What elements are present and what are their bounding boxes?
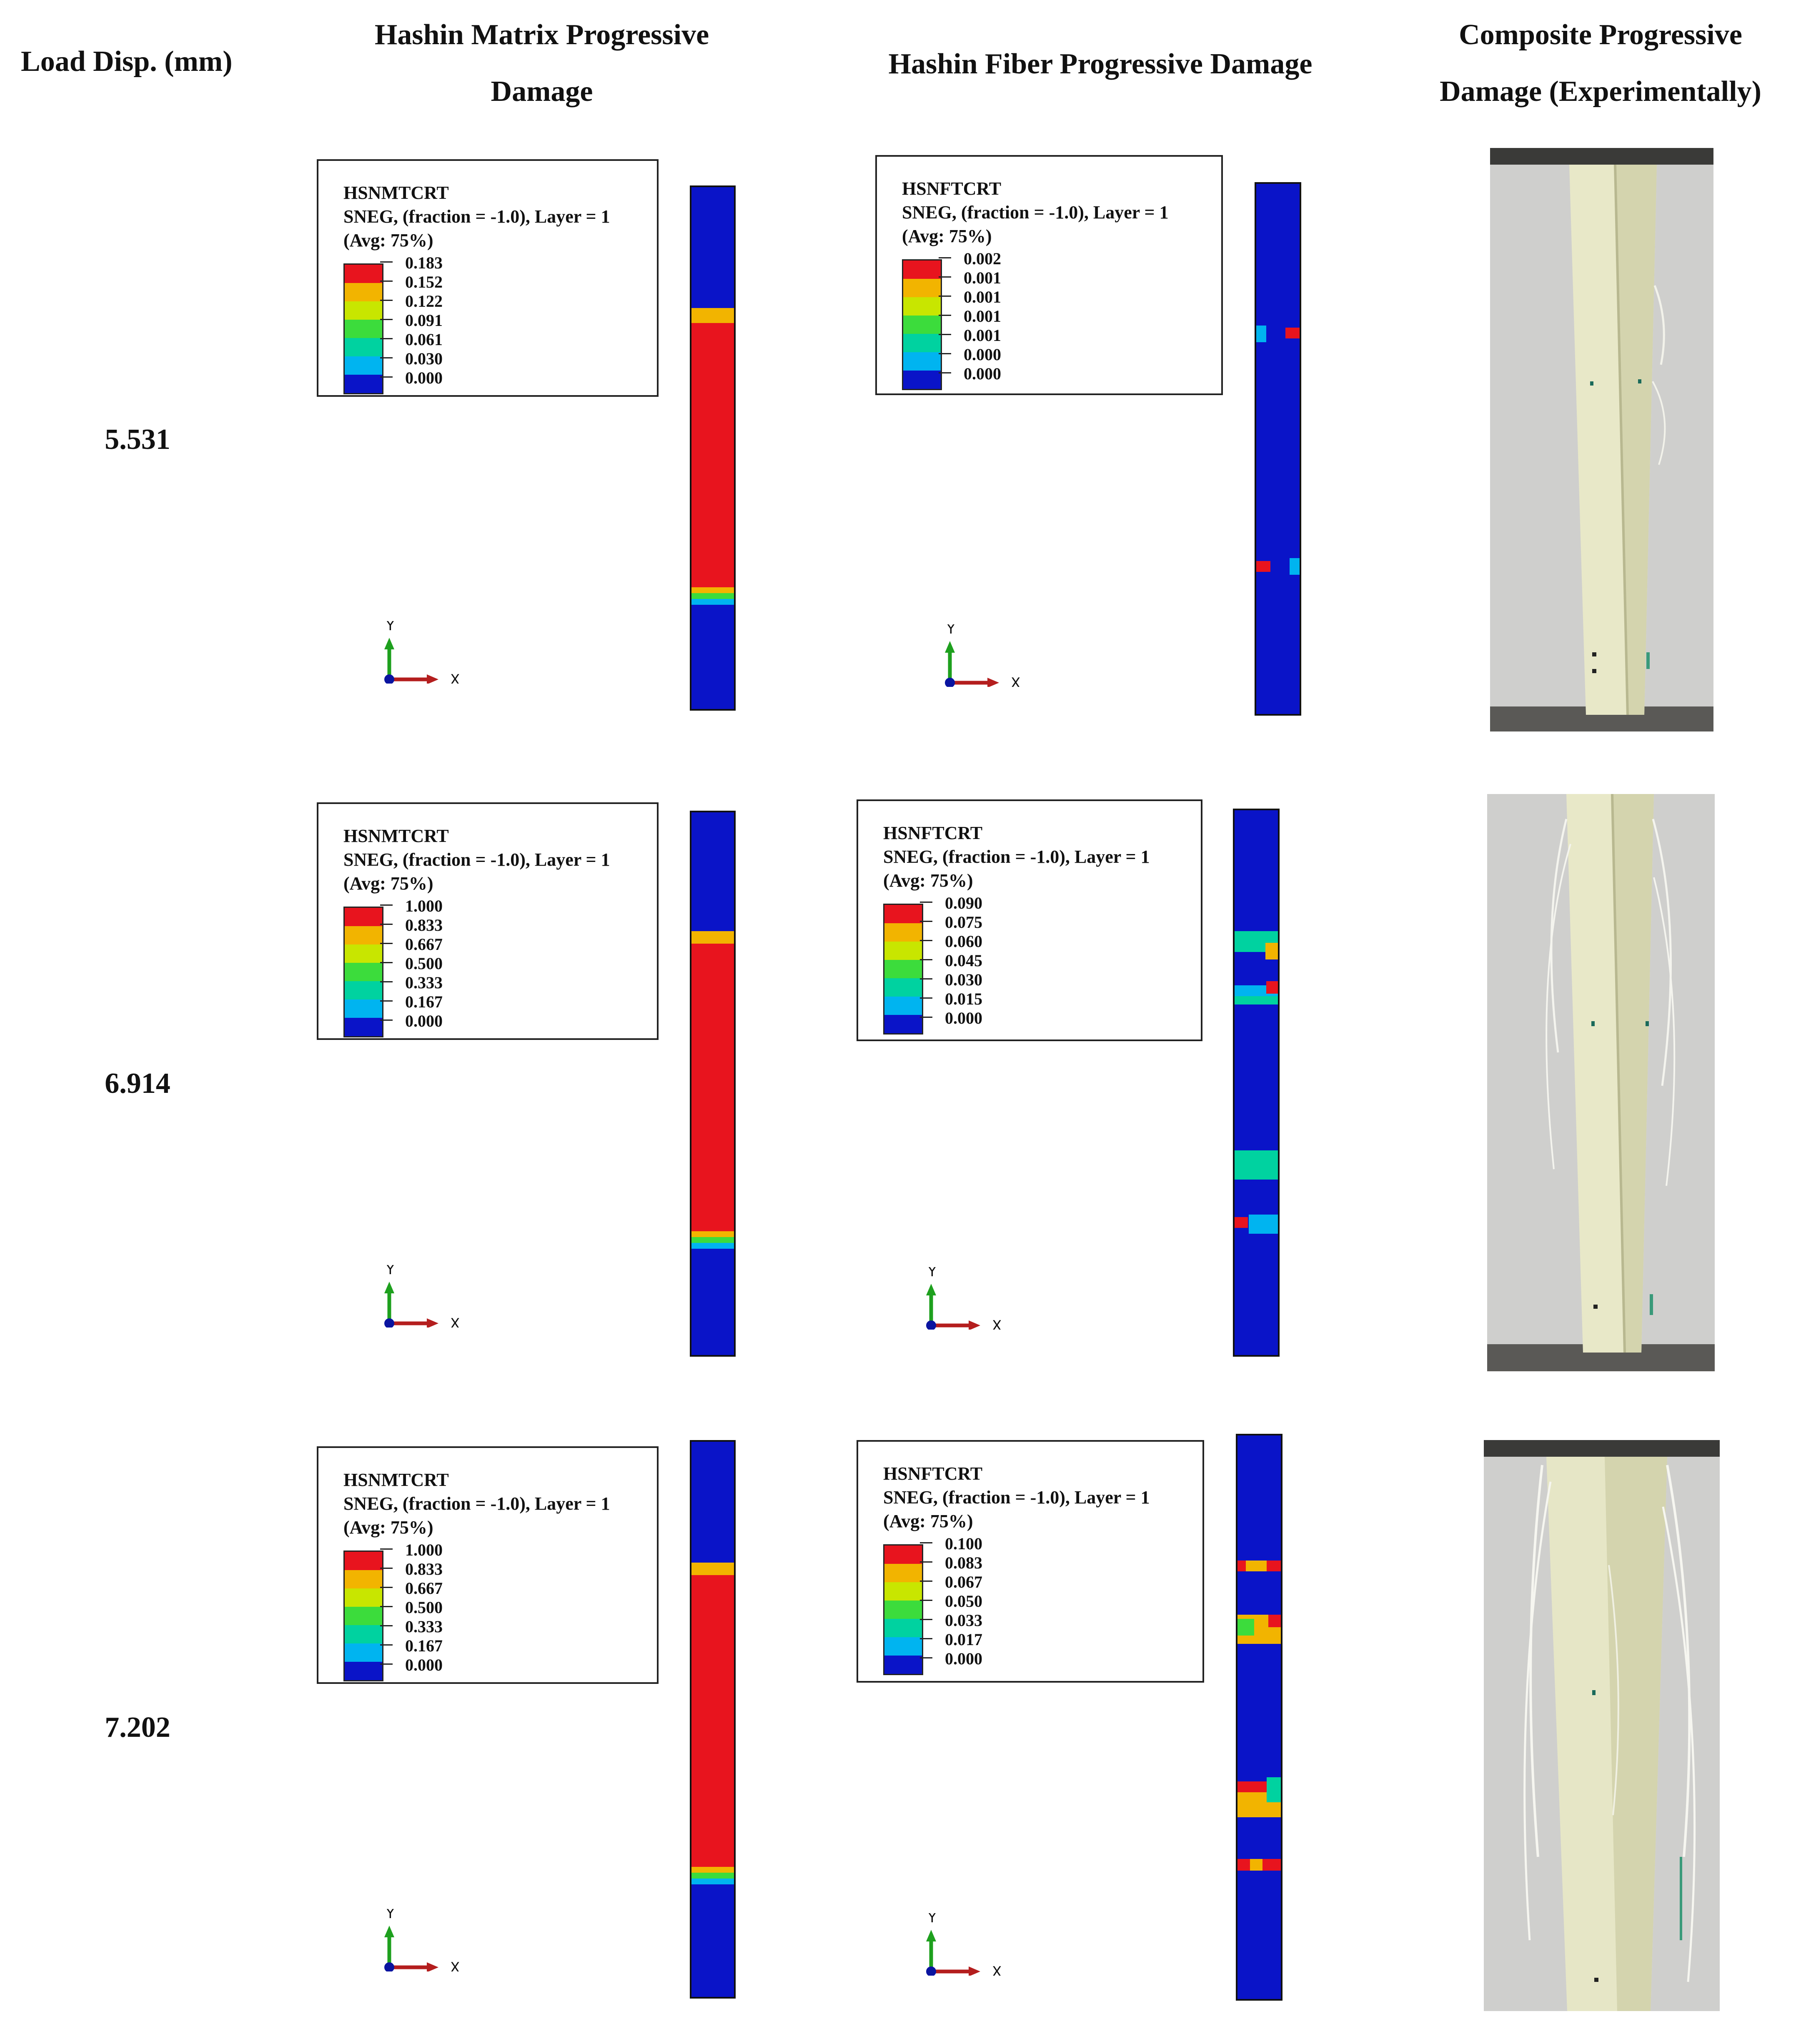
legend-variable: HSNFTCRT	[902, 178, 1002, 199]
triad-y-label: Y	[927, 1913, 937, 1926]
triad-y-label: Y	[927, 1267, 937, 1280]
matrix-damage-beam-row-3	[690, 1440, 736, 1999]
header-matrix-damage: Hashin Matrix Progressive Damage	[333, 7, 750, 120]
header-composite-line1: Composite Progressive	[1459, 19, 1742, 51]
matrix-damage-beam-row-2	[690, 811, 736, 1357]
legend-variable: HSNMTCRT	[343, 183, 449, 203]
legend-section: SNEG, (fraction = -1.0), Layer = 1	[883, 847, 1150, 867]
legend-ticks: 1.000 0.833 0.667 0.500 0.333 0.167 0.00…	[387, 1541, 443, 1675]
specimen-photo-row-2	[1487, 794, 1715, 1371]
color-scale	[883, 904, 923, 1035]
header-composite-damage: Composite Progressive Damage (Experiment…	[1405, 7, 1796, 120]
load-value-row-3: 7.202	[105, 1711, 170, 1743]
legend-avg: (Avg: 75%)	[883, 1511, 973, 1531]
legend-variable: HSNMTCRT	[343, 1470, 449, 1490]
specimen-photo-row-3	[1484, 1440, 1720, 2011]
legend-variable: HSNFTCRT	[883, 1463, 983, 1484]
triad-x-label: X	[450, 1315, 460, 1328]
legend-ticks: 0.100 0.083 0.067 0.050 0.033 0.017 0.00…	[927, 1534, 982, 1668]
header-fiber-damage: Hashin Fiber Progressive Damage	[888, 48, 1313, 80]
axis-triad-icon: Y X	[375, 1261, 475, 1332]
triad-x-label: X	[450, 671, 460, 684]
fiber-legend-row-3: HSNFTCRT SNEG, (fraction = -1.0), Layer …	[857, 1440, 1204, 1683]
matrix-legend-row-2: HSNMTCRT SNEG, (fraction = -1.0), Layer …	[317, 802, 659, 1040]
axis-triad-icon: Y X	[375, 1905, 475, 1976]
color-scale	[883, 1544, 923, 1675]
header-load-disp: Load Disp. (mm)	[21, 45, 233, 78]
legend-section: SNEG, (fraction = -1.0), Layer = 1	[902, 202, 1169, 223]
triad-y-label: Y	[386, 1265, 395, 1278]
legend-variable: HSNMTCRT	[343, 826, 449, 846]
triad-y-label: Y	[386, 1909, 395, 1922]
matrix-damage-beam-row-1	[690, 185, 736, 711]
legend-section: SNEG, (fraction = -1.0), Layer = 1	[343, 206, 610, 227]
header-matrix-line1: Hashin Matrix Progressive	[374, 19, 709, 51]
fiber-damage-beam-row-2	[1233, 809, 1280, 1357]
triad-x-label: X	[1011, 675, 1020, 687]
axis-triad-icon: Y X	[917, 1909, 1017, 1980]
color-scale	[343, 263, 383, 394]
load-value-row-1: 5.531	[105, 423, 170, 456]
legend-ticks: 1.000 0.833 0.667 0.500 0.333 0.167 0.00…	[387, 897, 443, 1031]
fiber-damage-beam-row-3	[1236, 1434, 1282, 2001]
fiber-legend-row-2: HSNFTCRT SNEG, (fraction = -1.0), Layer …	[857, 799, 1202, 1041]
axis-triad-icon: Y X	[375, 617, 475, 688]
legend-section: SNEG, (fraction = -1.0), Layer = 1	[883, 1487, 1150, 1508]
header-composite-line2: Damage (Experimentally)	[1440, 75, 1761, 108]
triad-x-label: X	[992, 1318, 1002, 1330]
legend-avg: (Avg: 75%)	[343, 873, 433, 894]
fiber-legend-row-1: HSNFTCRT SNEG, (fraction = -1.0), Layer …	[875, 155, 1223, 395]
triad-x-label: X	[992, 1964, 1002, 1976]
legend-section: SNEG, (fraction = -1.0), Layer = 1	[343, 849, 610, 870]
legend-avg: (Avg: 75%)	[343, 230, 433, 250]
axis-triad-icon: Y X	[936, 621, 1036, 691]
load-value-row-2: 6.914	[105, 1067, 170, 1100]
legend-avg: (Avg: 75%)	[902, 226, 992, 246]
header-matrix-line2: Damage	[491, 75, 593, 108]
fiber-damage-beam-row-1	[1255, 182, 1301, 716]
matrix-legend-row-3: HSNMTCRT SNEG, (fraction = -1.0), Layer …	[317, 1446, 659, 1684]
color-scale	[902, 259, 942, 390]
specimen-photo-row-1	[1490, 148, 1713, 731]
legend-ticks: 0.002 0.001 0.001 0.001 0.001 0.000 0.00…	[945, 249, 1001, 383]
axis-triad-icon: Y X	[917, 1263, 1017, 1334]
matrix-legend-row-1: HSNMTCRT SNEG, (fraction = -1.0), Layer …	[317, 159, 659, 397]
legend-ticks: 0.090 0.075 0.060 0.045 0.030 0.015 0.00…	[927, 894, 982, 1028]
legend-avg: (Avg: 75%)	[343, 1517, 433, 1538]
triad-y-label: Y	[386, 621, 395, 634]
legend-avg: (Avg: 75%)	[883, 870, 973, 891]
legend-ticks: 0.183 0.152 0.122 0.091 0.061 0.030 0.00…	[387, 253, 443, 388]
triad-x-label: X	[450, 1959, 460, 1971]
color-scale	[343, 1551, 383, 1681]
legend-variable: HSNFTCRT	[883, 823, 983, 843]
legend-section: SNEG, (fraction = -1.0), Layer = 1	[343, 1493, 610, 1514]
color-scale	[343, 907, 383, 1037]
triad-y-label: Y	[946, 624, 955, 637]
